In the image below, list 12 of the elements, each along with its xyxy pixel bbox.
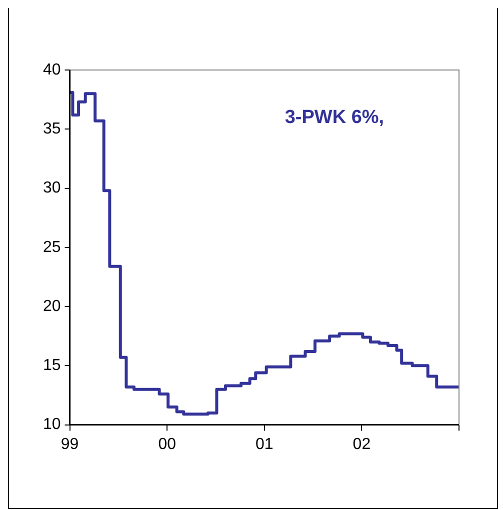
- annotation: 3-PWK 6%,: [284, 107, 384, 128]
- x-tick-label: 00: [158, 436, 176, 453]
- y-tick-label: 20: [43, 298, 61, 315]
- y-tick-label: 35: [43, 120, 61, 138]
- x-tick-label: 99: [60, 436, 79, 453]
- y-tick-label: 10: [43, 416, 61, 434]
- x-tick-label: 02: [352, 436, 371, 453]
- y-tick-label: 40: [43, 61, 61, 78]
- y-tick-label: 30: [43, 180, 61, 197]
- y-tick-label: 25: [43, 238, 61, 256]
- x-tick-label: 01: [256, 436, 274, 453]
- y-tick-label: 15: [43, 357, 61, 374]
